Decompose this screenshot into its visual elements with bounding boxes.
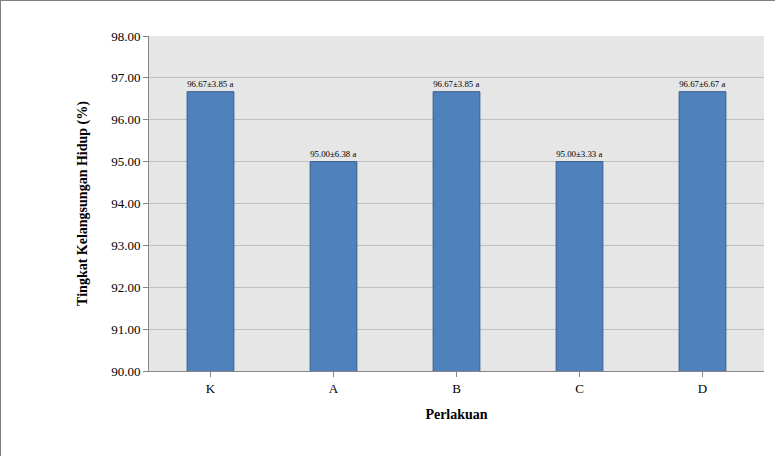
svg-text:93.00: 93.00 [111, 238, 140, 253]
svg-text:96.67±3.85 a: 96.67±3.85 a [433, 79, 479, 89]
svg-text:95.00±6.38 a: 95.00±6.38 a [310, 149, 356, 159]
svg-text:98.00: 98.00 [111, 29, 140, 44]
svg-text:Perlakuan: Perlakuan [425, 407, 487, 422]
svg-text:92.00: 92.00 [111, 280, 140, 295]
svg-text:Tingkat Kelangsungan Hidup (%): Tingkat Kelangsungan Hidup (%) [75, 101, 91, 306]
svg-text:D: D [698, 381, 707, 396]
svg-text:B: B [452, 381, 461, 396]
svg-text:97.00: 97.00 [111, 70, 140, 85]
svg-text:91.00: 91.00 [111, 322, 140, 337]
svg-text:90.00: 90.00 [111, 364, 140, 379]
svg-text:96.00: 96.00 [111, 112, 140, 127]
svg-text:96.67±6.67 a: 96.67±6.67 a [679, 79, 725, 89]
svg-text:K: K [206, 381, 216, 396]
svg-text:A: A [329, 381, 339, 396]
svg-text:95.00: 95.00 [111, 154, 140, 169]
svg-text:C: C [575, 381, 584, 396]
svg-text:94.00: 94.00 [111, 196, 140, 211]
svg-text:95.00±3.33 a: 95.00±3.33 a [556, 149, 602, 159]
svg-text:96.67±3.85 a: 96.67±3.85 a [187, 79, 233, 89]
